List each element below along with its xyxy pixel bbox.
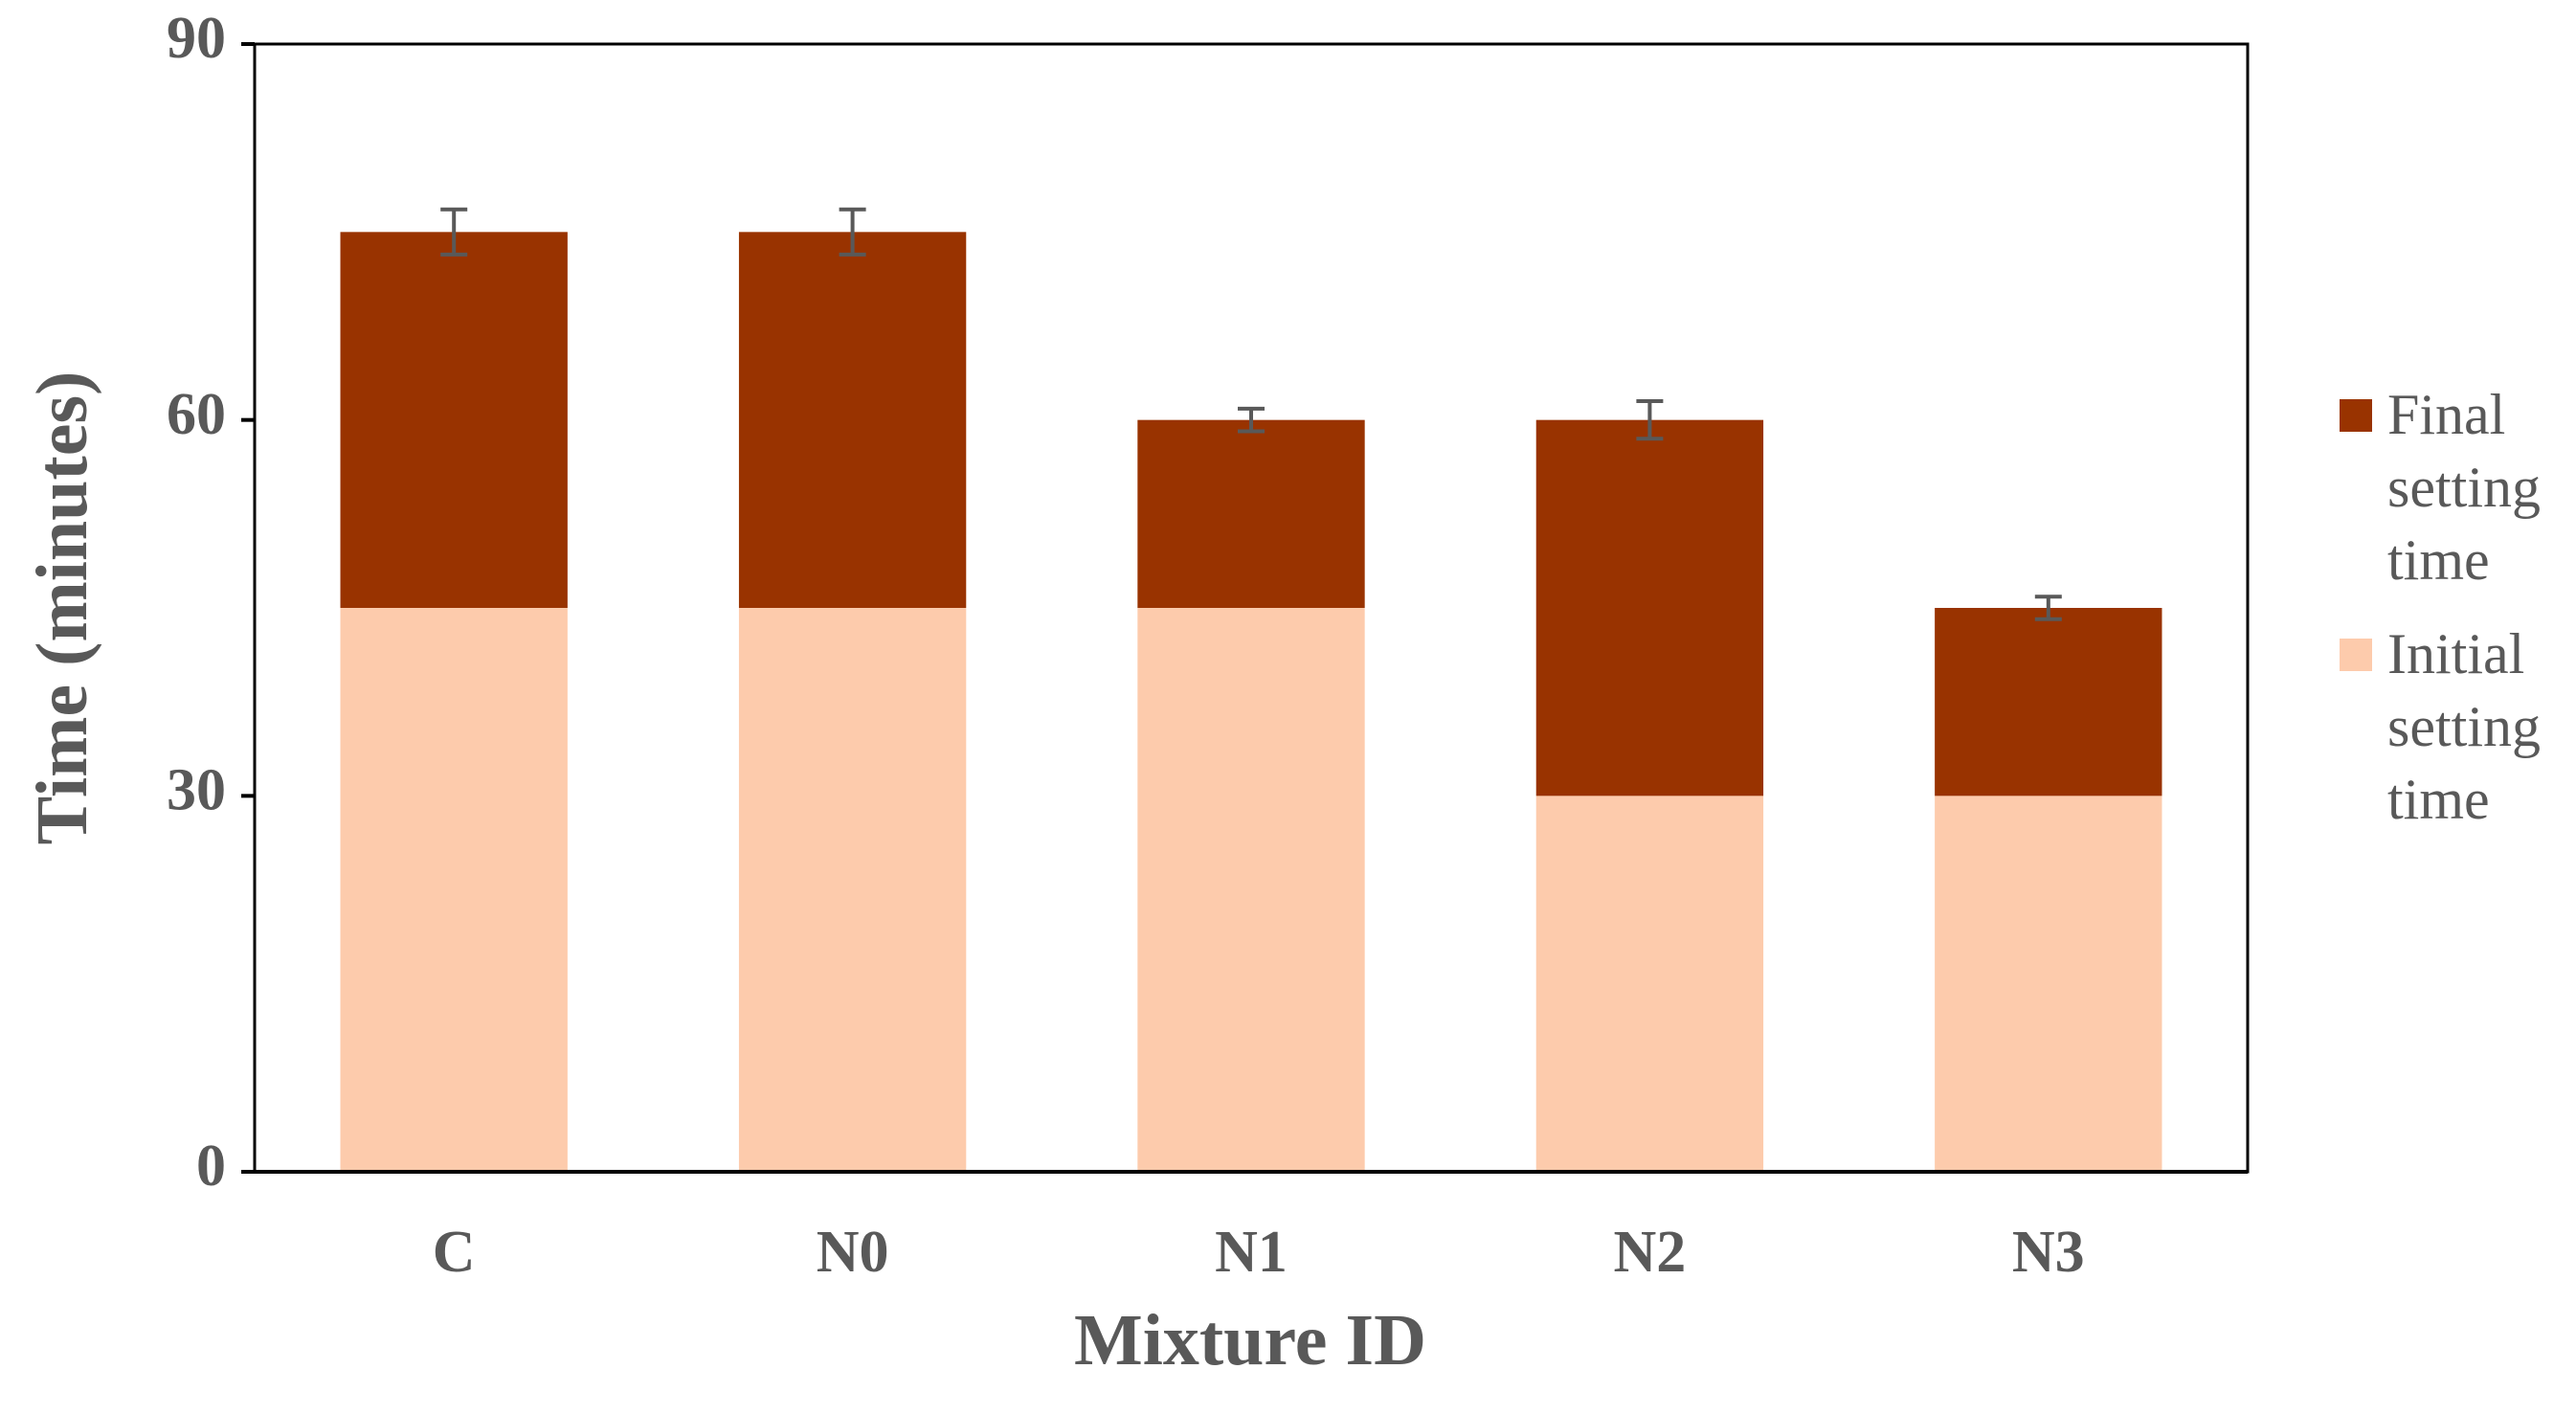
y-tick-label: 60: [167, 382, 226, 447]
legend-swatch: [2340, 639, 2372, 671]
x-tick-label: N3: [2012, 1220, 2085, 1285]
legend-label: Final setting time: [2387, 383, 2541, 592]
error-bar: [2034, 595, 2062, 621]
bar-segment: [1935, 608, 2162, 797]
bar-segment: [1137, 419, 1365, 608]
bar-segment: [738, 608, 967, 1172]
legend-entry: Final setting time: [2336, 378, 2565, 596]
x-tick-label: N0: [817, 1220, 889, 1285]
error-bar: [440, 207, 468, 257]
y-tick-label: 90: [167, 6, 226, 71]
bar-segment: [340, 232, 568, 609]
x-tick-label: N2: [1614, 1220, 1687, 1285]
error-bar: [1238, 406, 1265, 434]
bar-segment: [340, 608, 568, 1172]
x-axis-title: Mixture ID: [1074, 1300, 1426, 1380]
legend-label: Initial setting time: [2387, 622, 2541, 831]
x-tick-label: C: [433, 1220, 476, 1285]
y-axis-title: Time (minutes): [22, 371, 102, 845]
error-bar: [839, 207, 866, 257]
legend-swatch: [2340, 399, 2372, 432]
bar-segment: [1535, 419, 1764, 797]
legend-entry: Initial setting time: [2336, 617, 2565, 836]
y-tick-label: 0: [196, 1133, 226, 1199]
legend: Final setting time Initial setting time: [2336, 378, 2565, 857]
error-bar: [1636, 399, 1664, 441]
bar-segment: [738, 232, 967, 609]
bar-segment: [1137, 608, 1365, 1172]
bar-segment: [1935, 796, 2162, 1172]
x-tick-label: N1: [1215, 1220, 1288, 1285]
y-tick-label: 30: [167, 758, 226, 823]
bar-segment: [1535, 796, 1764, 1172]
